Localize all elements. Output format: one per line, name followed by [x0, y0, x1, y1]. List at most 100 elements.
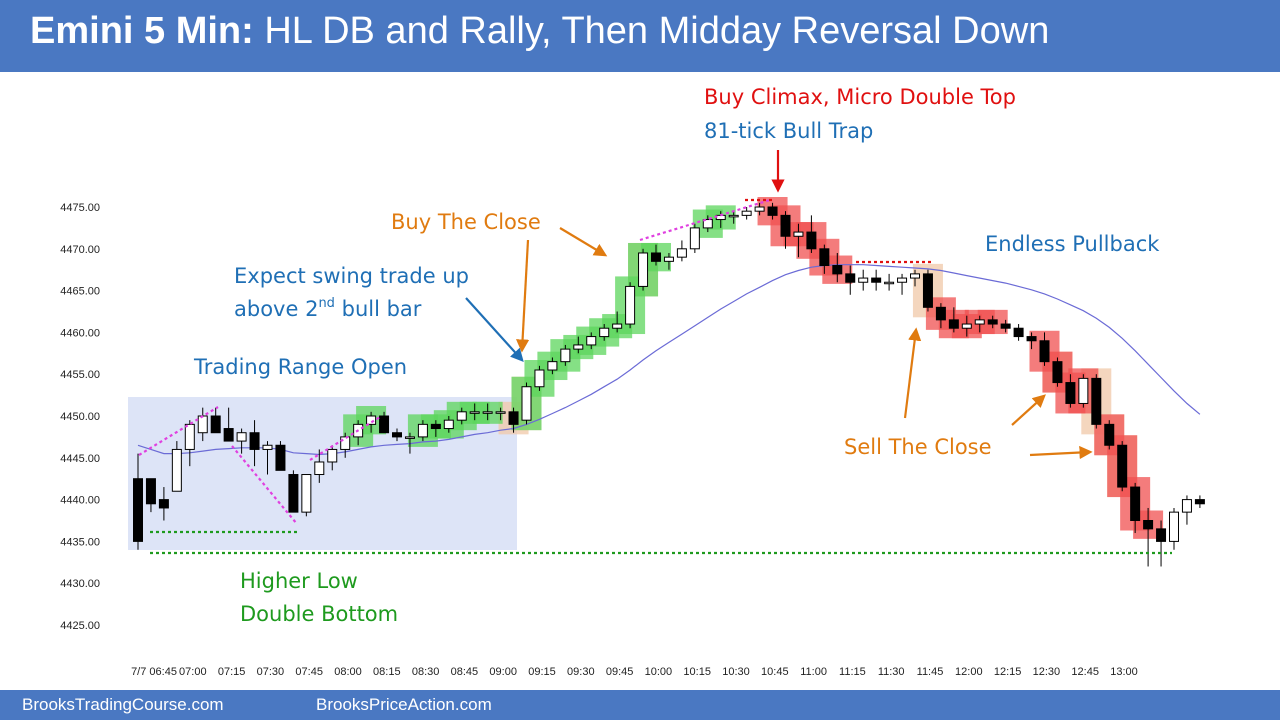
bull-candle-body	[663, 256, 674, 262]
candle	[1181, 495, 1192, 525]
bear-candle-body	[1026, 336, 1037, 342]
candle	[897, 273, 908, 295]
candle	[508, 407, 519, 433]
ema-line	[137, 264, 1201, 456]
candle	[521, 382, 532, 425]
x-tick-label: 7/7 06:45	[131, 666, 177, 678]
endless-pullback-label: Endless Pullback	[985, 232, 1160, 256]
bull-candle-body	[586, 336, 597, 346]
candle	[1039, 332, 1050, 366]
bull-candle-body	[443, 419, 454, 430]
bull-candle-body	[366, 415, 377, 425]
candle	[236, 428, 247, 454]
title-rest: HL DB and Rally, Then Midday Reversal Do…	[264, 10, 1050, 52]
x-tick-label: 07:30	[257, 666, 285, 678]
bear-candle-body	[1156, 528, 1167, 542]
bull-candle-body	[301, 474, 312, 513]
magenta-trendline	[231, 445, 298, 525]
candle	[249, 420, 260, 467]
candle	[1026, 332, 1037, 350]
candle	[223, 407, 234, 442]
candle	[184, 420, 195, 467]
buy-close-arrow	[515, 239, 530, 353]
x-tick-label: 09:15	[528, 666, 556, 678]
bull-candle-body	[534, 369, 545, 388]
bull-candle-body	[884, 281, 895, 285]
bull-candle-body	[547, 361, 558, 371]
candle	[262, 441, 273, 475]
candle	[961, 315, 972, 337]
candle	[314, 449, 325, 483]
candle	[547, 357, 558, 375]
candle	[443, 416, 454, 433]
bear-candle-body	[871, 277, 882, 283]
footer-link-price-action[interactable]: BrooksPriceAction.com	[316, 695, 492, 714]
bear-candle-body	[819, 248, 830, 267]
bear-candle-body	[1000, 323, 1011, 329]
sell-close-label: Sell The Close	[844, 435, 992, 459]
candle	[948, 307, 959, 333]
candle	[379, 411, 390, 434]
candle	[922, 269, 933, 312]
bull-candle-body	[469, 411, 480, 414]
bull-candle-body	[974, 319, 985, 325]
candle	[417, 420, 428, 442]
bull-candle-body	[961, 323, 972, 329]
bear-candle-body	[379, 415, 390, 434]
footer-link-trading-course[interactable]: BrooksTradingCourse.com	[22, 695, 224, 714]
magenta-trendline	[309, 416, 381, 461]
bull-candle-body	[560, 348, 571, 363]
candle	[586, 332, 597, 350]
x-tick-label: 12:00	[955, 666, 983, 678]
x-tick-label: 09:00	[489, 666, 517, 678]
bear-candle-body	[145, 478, 156, 505]
candle	[1065, 374, 1076, 408]
x-tick-label: 12:30	[1033, 666, 1061, 678]
candle	[651, 244, 661, 266]
bear-candle-body	[1143, 520, 1154, 530]
candle	[741, 207, 752, 220]
candle	[663, 252, 674, 270]
bear-candle-body	[1104, 423, 1115, 446]
candle	[858, 269, 869, 291]
bear-candle-body	[1117, 444, 1128, 488]
bull-trap-label: 81-tick Bull Trap	[704, 119, 873, 143]
sell-close-arrow	[1011, 394, 1046, 426]
candle	[1194, 495, 1205, 508]
candle	[806, 215, 817, 253]
candle	[625, 282, 636, 329]
bear-candle-body	[806, 231, 817, 250]
candle	[133, 453, 143, 550]
bear-candle-body	[832, 265, 843, 275]
candle	[1143, 507, 1154, 567]
x-tick-label: 11:15	[839, 666, 866, 678]
candle	[301, 474, 312, 517]
candle	[780, 211, 791, 249]
candle	[482, 403, 493, 421]
bull-candle-body	[625, 285, 636, 325]
candle	[884, 273, 895, 291]
candle	[832, 252, 843, 283]
title-bar: Emini 5 Min: HL DB and Rally, Then Midda…	[0, 0, 1280, 72]
y-tick-label: 4425.00	[60, 620, 100, 632]
y-tick-label: 4475.00	[60, 202, 100, 214]
bull-candle-body	[741, 210, 752, 216]
footer-bar: BrooksTradingCourse.com BrooksPriceActio…	[0, 690, 1280, 720]
candle	[728, 211, 739, 224]
bull-candle-body	[404, 436, 415, 439]
candle	[1117, 441, 1128, 492]
candle	[171, 441, 182, 492]
bull-candle-body	[689, 227, 700, 250]
bull-candle-body	[314, 461, 325, 476]
candle	[974, 315, 985, 333]
bear-candle-body	[210, 415, 221, 434]
bear-candle-body	[1130, 486, 1141, 521]
candle	[534, 365, 545, 391]
candle	[456, 407, 467, 425]
bull-candle-body	[638, 252, 649, 287]
candle	[871, 269, 882, 291]
bear-candle-body	[249, 432, 260, 450]
bear-candle-body	[987, 319, 998, 325]
bear-candle-body	[430, 423, 441, 430]
candle	[145, 478, 156, 513]
